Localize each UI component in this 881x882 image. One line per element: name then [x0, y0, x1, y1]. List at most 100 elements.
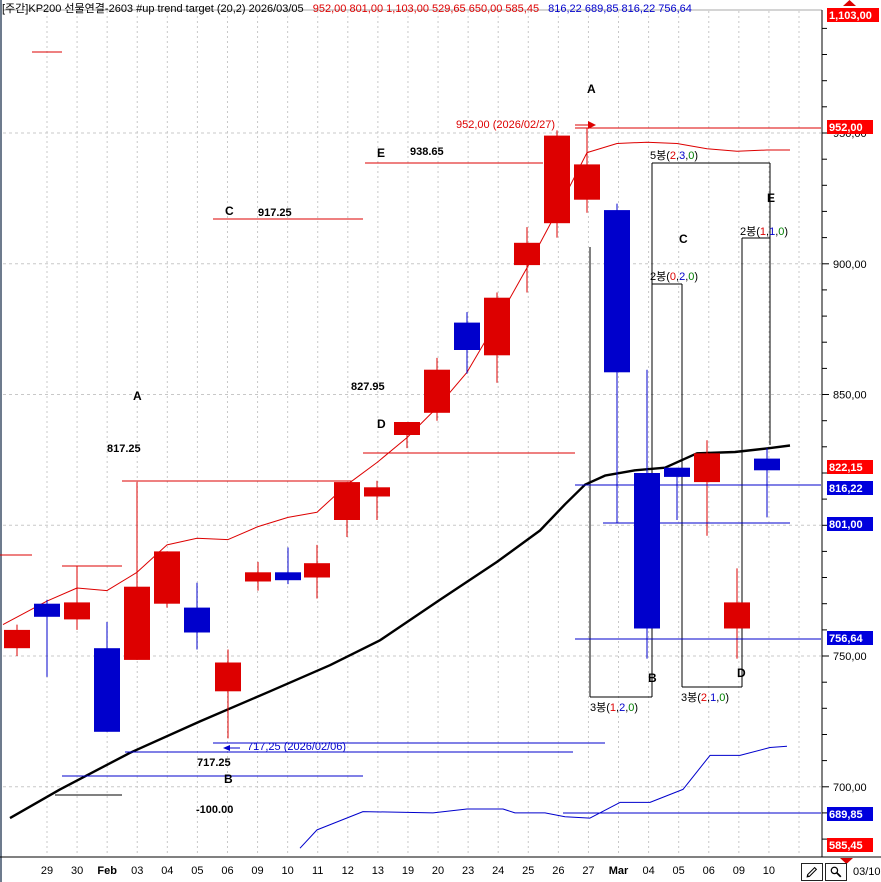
x-axis-label-26: 26: [552, 865, 564, 877]
axis-tag-68985: 689,85: [829, 809, 863, 821]
marker-letter-E: E: [377, 146, 385, 160]
left-arrow-icon: [223, 745, 230, 751]
axis-tag-110300: 1,103,00: [829, 10, 872, 22]
marker-letter-C: C: [679, 232, 688, 246]
y-axis-label: 850,00: [833, 390, 867, 402]
x-axis-label-30: 30: [71, 865, 83, 877]
bottom-toolbar: 03/10: [801, 862, 881, 881]
candle-04: [154, 551, 180, 604]
candle-10: [754, 458, 780, 471]
x-axis-label-09: 09: [251, 865, 263, 877]
x-axis-label-04: 04: [161, 865, 173, 877]
axis-tag-bg: [827, 838, 873, 852]
x-axis-label-19: 19: [402, 865, 414, 877]
y-axis-label: 700,00: [833, 782, 867, 794]
price-note: 952,00 (2026/02/27): [456, 119, 555, 131]
axis-tag-bg: [827, 120, 873, 134]
candle-19: [394, 422, 420, 435]
marker-letter-C: C: [225, 204, 234, 218]
candle-Feb: [94, 648, 120, 732]
axis-tag-81622: 816,22: [829, 483, 863, 495]
x-axis-label-06: 06: [703, 865, 715, 877]
candle-12: [334, 482, 360, 520]
axis-tag-bg: [827, 517, 873, 531]
bong-note: 5봉(2,3,0): [650, 149, 698, 162]
candle-29: [34, 603, 60, 617]
x-axis-label-13: 13: [372, 865, 384, 877]
candle-06: [694, 453, 720, 483]
x-axis-label-03: 03: [131, 865, 143, 877]
candle-25: [514, 242, 540, 266]
candle-11: [304, 563, 330, 578]
price-note: 717,25 (2026/02/06): [247, 741, 346, 753]
x-axis-label-05: 05: [673, 865, 685, 877]
pinned-up-arrow-icon: [843, 0, 856, 6]
axis-tag-bg: [827, 631, 873, 645]
candle-24: [484, 297, 510, 356]
candle-09: [245, 572, 271, 582]
x-axis-label-09: 09: [733, 865, 745, 877]
x-axis-label-10: 10: [763, 865, 775, 877]
x-axis-label-06: 06: [221, 865, 233, 877]
candle-05: [184, 607, 210, 633]
x-axis-label-20: 20: [432, 865, 444, 877]
axis-tag-bg: [827, 460, 873, 474]
axis-tag-58545: 585,45: [829, 840, 863, 852]
ma-blue-line: [299, 745, 788, 849]
current-date-label: 03/10: [853, 865, 881, 878]
candle-26: [544, 135, 570, 224]
draw-tool-button[interactable]: [801, 862, 823, 881]
bong-note: 2봉(1,1,0): [740, 225, 788, 238]
marker-letter-A: A: [587, 82, 596, 96]
x-axis-label-24: 24: [492, 865, 504, 877]
price-note: 938.65: [410, 146, 444, 158]
right-arrow-icon: [588, 121, 596, 129]
x-axis-label-10: 10: [282, 865, 294, 877]
candle-09: [724, 602, 750, 629]
x-axis-label-Feb: Feb: [97, 865, 117, 877]
window-left-edge: [0, 0, 2, 882]
bong-note: 3봉(2,1,0): [681, 691, 729, 704]
axis-tag-82215: 822,15: [829, 462, 863, 474]
candle-05: [664, 467, 690, 477]
price-note: 827.95: [351, 381, 385, 393]
marker-letter-B: B: [224, 772, 233, 786]
candle-04: [634, 473, 660, 629]
marker-letter-D: D: [377, 417, 386, 431]
x-axis-label-25: 25: [522, 865, 534, 877]
x-axis-label-11: 11: [312, 865, 323, 877]
candle-prev: [4, 629, 30, 649]
candle-Mar: [604, 210, 630, 373]
candle-30: [64, 602, 90, 620]
bong-note: 3봉(1,2,0): [590, 701, 638, 714]
pencil-icon: [806, 866, 818, 877]
ma-red-line: [2, 141, 790, 626]
marker-letter-B: B: [648, 671, 657, 685]
price-note: 717.25: [197, 757, 231, 769]
axis-tag-bg: [827, 8, 879, 22]
candle-10: [275, 572, 301, 581]
x-axis-label-Mar: Mar: [609, 865, 629, 877]
candle-13: [364, 487, 390, 497]
x-axis-label-04: 04: [642, 865, 654, 877]
candle-20: [424, 369, 450, 413]
x-axis-label-27: 27: [582, 865, 594, 877]
candle-27: [574, 164, 600, 200]
x-axis-label-05: 05: [191, 865, 203, 877]
zoom-tool-button[interactable]: [825, 862, 847, 881]
bong-note: 2봉(0,2,0): [650, 270, 698, 283]
axis-tag-80100: 801,00: [829, 519, 863, 531]
price-note: -100.00: [196, 804, 233, 816]
axis-tag-95200: 952,00: [829, 122, 863, 134]
y-axis-label: 750,00: [833, 651, 867, 663]
candle-06: [215, 662, 241, 692]
axis-tag-75664: 756,64: [829, 633, 864, 645]
candle-23: [454, 322, 480, 350]
y-axis-label: 900,00: [833, 259, 867, 271]
pinned-down-arrow-icon: [840, 858, 853, 864]
x-axis-label-23: 23: [462, 865, 474, 877]
axis-tag-bg: [827, 807, 873, 821]
price-note: 817.25: [107, 443, 141, 455]
